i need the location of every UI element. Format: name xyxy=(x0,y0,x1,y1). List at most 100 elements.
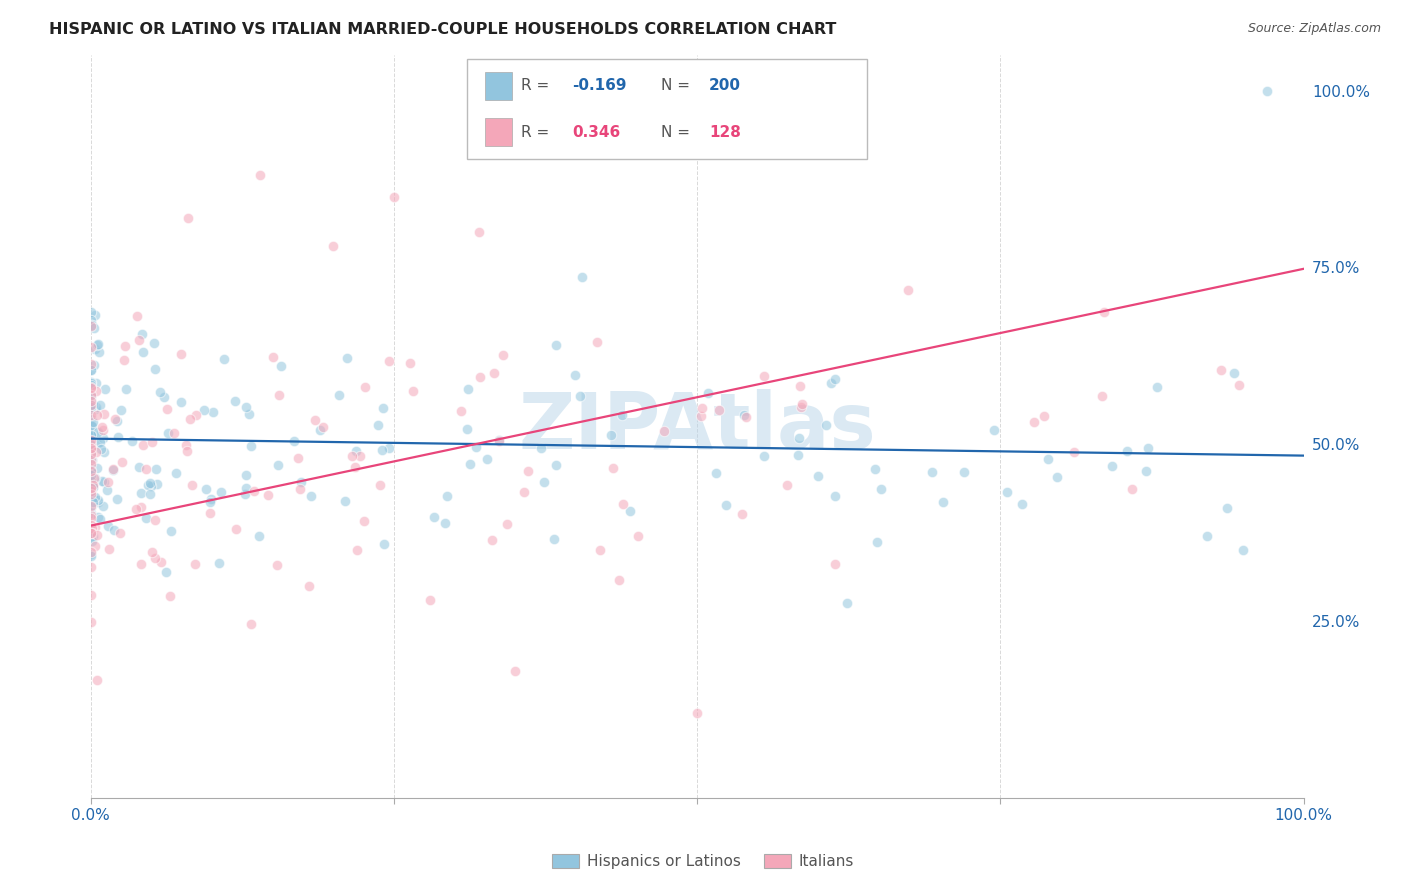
Point xyxy=(475,452,498,467)
Point xyxy=(238,407,260,421)
Point xyxy=(235,481,257,495)
Point xyxy=(367,418,389,433)
Point xyxy=(686,706,709,721)
Point xyxy=(652,424,675,438)
Point xyxy=(79,508,101,522)
Point xyxy=(155,565,177,579)
Point xyxy=(589,543,612,558)
Point xyxy=(513,485,536,500)
Point xyxy=(336,351,359,365)
Point xyxy=(98,542,121,557)
Point xyxy=(80,418,103,433)
Point xyxy=(82,490,104,504)
Point xyxy=(79,380,101,394)
Point xyxy=(170,395,193,409)
Point xyxy=(80,467,103,482)
Point xyxy=(83,358,105,372)
Point xyxy=(262,350,284,364)
Point xyxy=(80,363,103,377)
Point xyxy=(304,413,326,427)
Point xyxy=(143,513,166,527)
Point xyxy=(202,405,225,419)
Point xyxy=(82,480,104,494)
Legend: Hispanics or Latinos, Italians: Hispanics or Latinos, Italians xyxy=(546,848,860,875)
Point xyxy=(309,423,332,437)
Point xyxy=(121,434,143,448)
Point xyxy=(80,457,103,471)
Point xyxy=(183,557,205,571)
Point xyxy=(87,425,110,439)
Point xyxy=(897,283,920,297)
Point xyxy=(1038,452,1060,467)
Point xyxy=(80,463,103,477)
Point xyxy=(731,507,754,521)
Point xyxy=(84,444,107,458)
Point xyxy=(79,393,101,408)
Point xyxy=(80,547,103,561)
Point xyxy=(94,382,117,396)
Text: -0.169: -0.169 xyxy=(572,78,627,94)
Point xyxy=(80,447,103,461)
Point xyxy=(225,522,247,536)
Point xyxy=(125,310,148,324)
Point xyxy=(368,477,391,491)
Point xyxy=(1033,409,1056,423)
Point xyxy=(863,461,886,475)
Point xyxy=(752,449,775,463)
Point xyxy=(80,588,103,602)
Point xyxy=(128,459,150,474)
Point xyxy=(80,340,103,354)
Point xyxy=(288,482,311,496)
Point xyxy=(163,425,186,440)
Point xyxy=(104,412,127,426)
Point xyxy=(129,486,152,500)
Point xyxy=(607,573,630,587)
Point xyxy=(932,495,955,509)
Point xyxy=(145,462,167,476)
Point xyxy=(200,495,222,509)
Point xyxy=(752,369,775,384)
Point xyxy=(79,526,101,541)
Point xyxy=(257,487,280,501)
Point xyxy=(143,551,166,566)
Point xyxy=(481,533,503,547)
Point xyxy=(458,457,481,471)
Point xyxy=(79,464,101,478)
Point xyxy=(83,471,105,485)
Point xyxy=(82,398,104,412)
Point xyxy=(496,516,519,531)
Point xyxy=(79,444,101,458)
Point xyxy=(436,489,458,503)
Point xyxy=(79,433,101,447)
Point xyxy=(627,529,650,543)
Point xyxy=(824,372,846,386)
Point xyxy=(114,339,136,353)
Point xyxy=(101,463,124,477)
Point xyxy=(80,418,103,433)
Point xyxy=(79,442,101,456)
Point xyxy=(80,474,103,488)
Point xyxy=(135,511,157,525)
Point xyxy=(80,401,103,416)
Point xyxy=(96,483,118,497)
Point xyxy=(149,384,172,399)
Point xyxy=(82,533,104,548)
Point xyxy=(87,344,110,359)
Point xyxy=(266,558,288,572)
Point xyxy=(80,305,103,319)
Point xyxy=(714,498,737,512)
Point xyxy=(482,366,505,380)
Point xyxy=(91,423,114,437)
Point xyxy=(346,543,368,558)
Point xyxy=(79,377,101,392)
Point xyxy=(79,442,101,457)
Point xyxy=(86,337,108,351)
Point xyxy=(157,426,180,441)
Point xyxy=(465,440,488,454)
Point xyxy=(170,347,193,361)
Point xyxy=(470,370,492,384)
Point xyxy=(176,443,198,458)
Point xyxy=(142,336,165,351)
Point xyxy=(239,616,262,631)
Point xyxy=(837,596,859,610)
